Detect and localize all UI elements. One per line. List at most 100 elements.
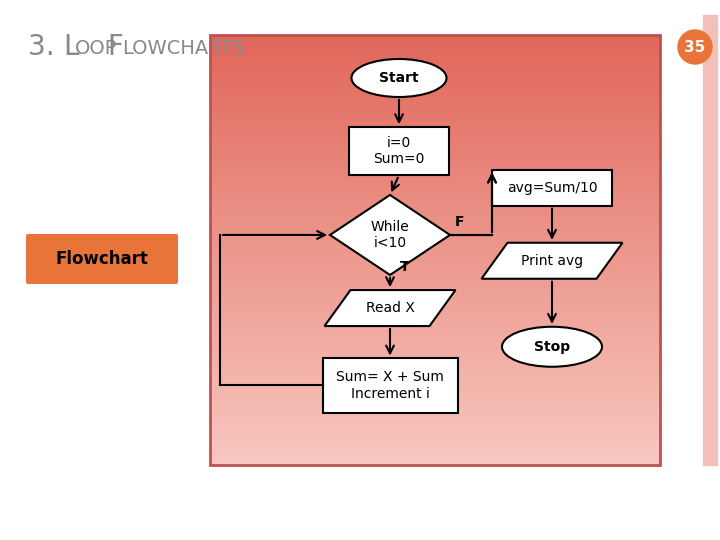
Bar [210, 303, 660, 307]
Text: Stop: Stop [534, 340, 570, 354]
Bar [210, 414, 660, 418]
Text: While
i<10: While i<10 [371, 220, 410, 250]
Bar [210, 278, 660, 282]
Bar [210, 171, 660, 175]
Bar [210, 375, 660, 379]
Bar [210, 314, 660, 318]
Bar [210, 368, 660, 372]
Bar [210, 289, 660, 293]
Bar [210, 332, 660, 336]
Bar [210, 142, 660, 146]
Bar [210, 239, 660, 243]
Bar [210, 418, 660, 422]
Bar [210, 346, 660, 350]
Bar [210, 203, 660, 207]
Bar [210, 138, 660, 143]
Ellipse shape [351, 59, 446, 97]
Bar [349, 127, 449, 175]
Bar [210, 195, 660, 200]
Bar [210, 225, 660, 228]
Bar [210, 274, 660, 279]
Text: T: T [400, 260, 410, 274]
Bar [210, 42, 660, 46]
Bar [210, 67, 660, 71]
Text: L: L [63, 33, 78, 61]
Bar [210, 372, 660, 375]
Bar [210, 256, 660, 261]
Bar [210, 127, 660, 132]
Bar [210, 38, 660, 42]
Bar [210, 443, 660, 447]
Bar [210, 103, 660, 107]
Bar [210, 267, 660, 272]
Bar [210, 361, 660, 365]
Ellipse shape [502, 327, 602, 367]
Bar [210, 185, 660, 189]
Text: 3.: 3. [28, 33, 63, 61]
Bar [210, 300, 660, 303]
Bar [210, 96, 660, 99]
Bar [210, 52, 660, 57]
Bar [210, 99, 660, 103]
Bar [210, 461, 660, 465]
Bar [210, 199, 660, 204]
Bar [210, 422, 660, 426]
Circle shape [678, 30, 712, 64]
Bar [210, 246, 660, 250]
Bar [210, 350, 660, 354]
Bar [210, 74, 660, 78]
Bar [210, 282, 660, 286]
Bar [210, 447, 660, 451]
Bar [210, 35, 660, 38]
Bar [210, 260, 660, 265]
Bar [210, 396, 660, 401]
Bar [210, 242, 660, 246]
Bar [210, 92, 660, 96]
Text: avg=Sum/10: avg=Sum/10 [507, 181, 598, 194]
Bar [210, 131, 660, 136]
Bar [210, 117, 660, 121]
FancyBboxPatch shape [26, 234, 178, 284]
Bar [210, 403, 660, 408]
Bar [210, 457, 660, 461]
Text: Print avg: Print avg [521, 254, 583, 268]
Bar [210, 264, 660, 268]
Bar [210, 411, 660, 415]
Text: Start: Start [379, 71, 419, 85]
Polygon shape [482, 243, 623, 279]
Text: OOP: OOP [74, 39, 117, 58]
Bar [210, 353, 660, 357]
Bar [210, 59, 660, 64]
Bar [210, 63, 660, 68]
Bar [210, 56, 660, 60]
Bar [210, 206, 660, 211]
Text: F: F [455, 215, 464, 229]
Bar [210, 85, 660, 89]
Text: Flowchart: Flowchart [55, 250, 148, 268]
Bar [210, 120, 660, 125]
Bar [210, 232, 660, 235]
Text: Read X: Read X [366, 301, 415, 315]
Bar [210, 146, 660, 150]
Bar [210, 382, 660, 386]
Bar [210, 310, 660, 314]
Bar [210, 164, 660, 167]
Bar [210, 321, 660, 325]
Bar [210, 293, 660, 296]
Bar [210, 454, 660, 458]
Bar [210, 178, 660, 182]
Bar [210, 81, 660, 85]
Bar [210, 429, 660, 433]
Bar [210, 249, 660, 254]
Bar [210, 343, 660, 347]
Bar [210, 167, 660, 171]
Bar [210, 221, 660, 225]
Bar [210, 400, 660, 404]
Bar [210, 214, 660, 218]
Bar [210, 436, 660, 440]
Bar [210, 110, 660, 114]
Bar [210, 49, 660, 53]
Bar [210, 192, 660, 196]
Bar [210, 407, 660, 411]
Text: LOWCHARTS: LOWCHARTS [122, 39, 245, 58]
